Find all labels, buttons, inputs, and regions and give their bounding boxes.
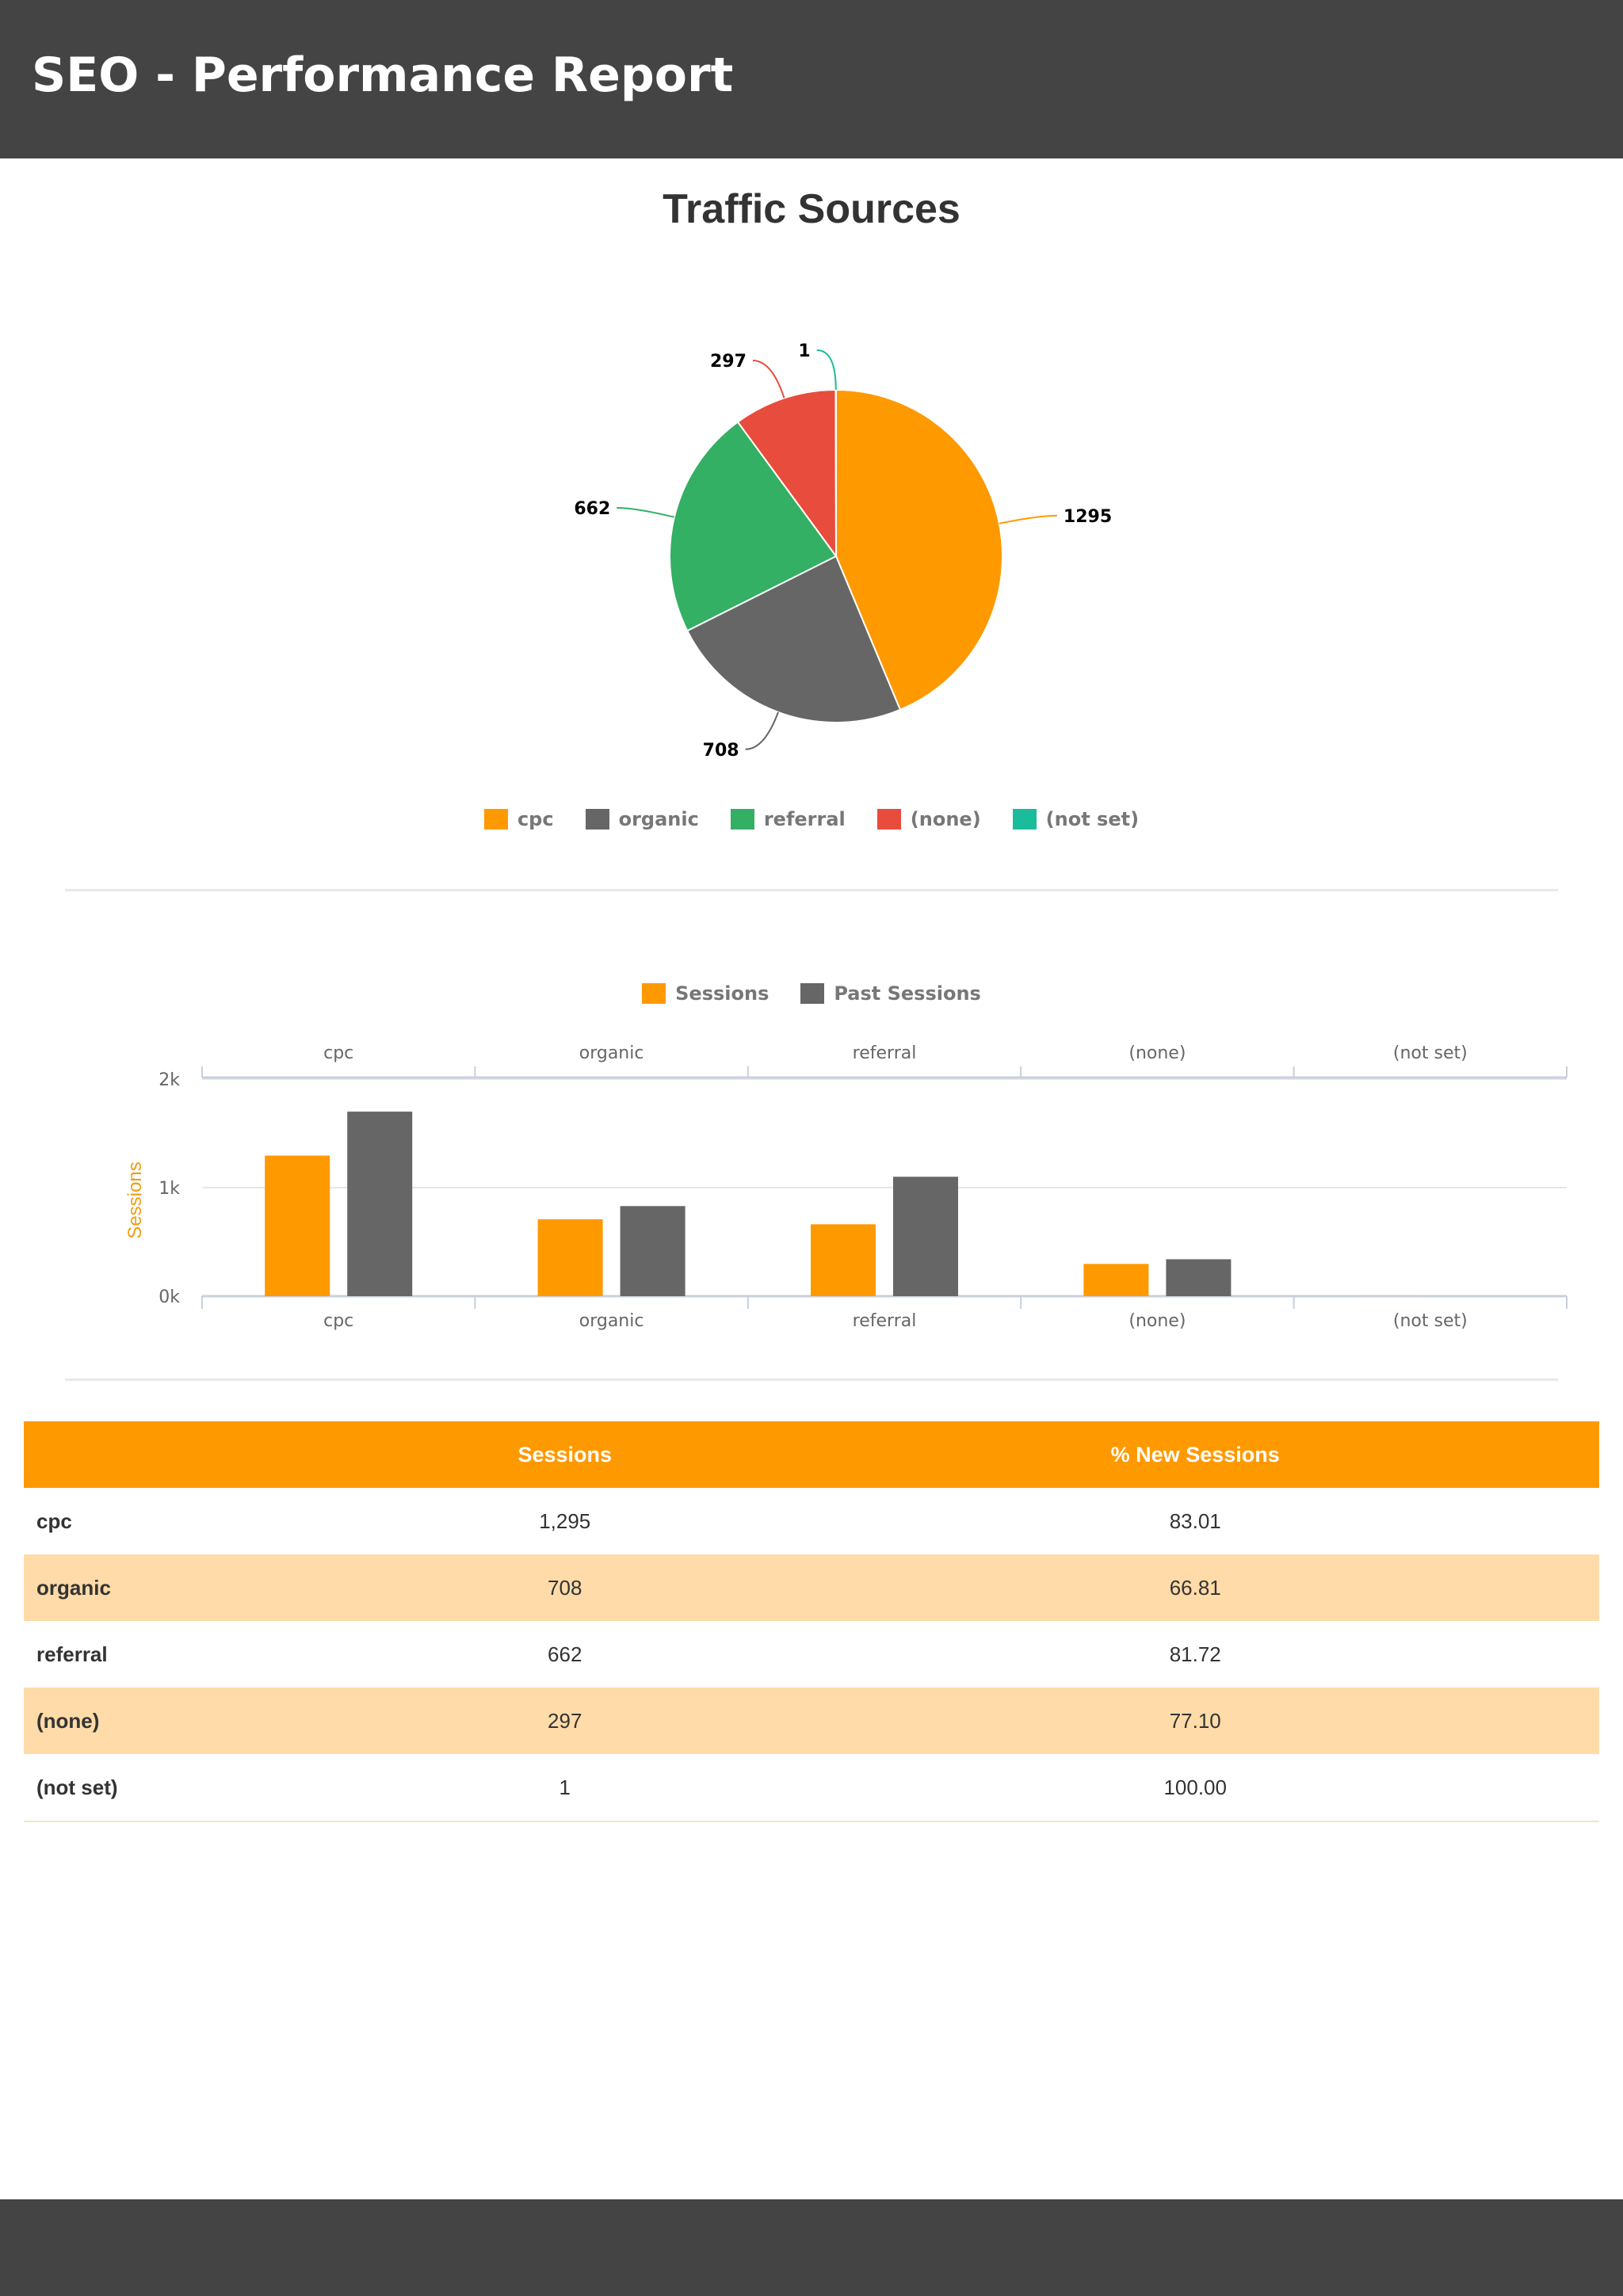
row-sessions: 1,295 [539,1508,591,1533]
pie-data-label-none: 297 [710,352,747,372]
x-tick-label-bottom: (not set) [1393,1311,1468,1331]
legend-swatch [642,983,666,1004]
table-row: cpc 1,295 83.01 [24,1488,1599,1554]
legend-swatch [585,809,609,830]
legend-item-past-sessions[interactable]: Past Sessions [800,982,981,1005]
pie-slice-cpc [835,388,1003,711]
bar-sessions-referral [811,1224,876,1296]
legend-label: referral [763,808,846,830]
row-sessions: 1 [338,1754,792,1822]
legend-item-sessions[interactable]: Sessions [642,982,769,1005]
bar-sessions-organic [537,1219,603,1296]
table-header-blank [24,1421,338,1488]
row-label: referral [36,1642,108,1666]
x-tick-label-bottom: (none) [1128,1311,1186,1331]
legend-item-not-set[interactable]: (not set) [1012,808,1140,830]
y-axis-title: Sessions [124,1161,146,1238]
pie-slice-none [736,388,838,559]
report-footer [0,2199,1623,2296]
table-row: organic 708 66.81 [24,1554,1599,1621]
pie-connector-organic [745,711,779,750]
table-row: (not set) 1 100.00 [24,1754,1599,1822]
table-header-sessions: Sessions [338,1421,792,1488]
x-tick-label-top: referral [853,1043,917,1063]
bar-past-sessions-organic [620,1206,685,1296]
x-tick-label-bottom: referral [853,1311,917,1331]
pie-connector-cpc [999,514,1057,524]
pie-legend: cpc organic referral (none) (not set) [0,808,1623,830]
report-header: SEO - Performance Report [0,0,1623,158]
row-new-sessions: 83.01 [1169,1508,1221,1533]
legend-swatch [800,983,825,1004]
traffic-sources-pie-chart: 1295 708 662 297 1 [574,341,1112,761]
bar-past-sessions-cpc [347,1112,413,1296]
x-tick-label-bottom: organic [579,1311,644,1331]
bar-sessions-cpc [265,1155,330,1296]
row-new-sessions: 77.10 [791,1688,1599,1754]
sessions-bar-chart: 0k 1k 2k cpc cpc organic organic referral referr… [124,1043,1568,1331]
legend-swatch [1012,809,1037,830]
bar-legend: Sessions Past Sessions [0,982,1623,1005]
bar-sessions-none [1083,1264,1149,1296]
legend-label: (not set) [1045,808,1140,830]
x-tick-label-top: cpc [323,1043,353,1063]
page-title: SEO - Performance Report [32,48,734,103]
table-row: referral 662 81.72 [24,1621,1599,1688]
x-tick-label-top: (not set) [1393,1043,1468,1063]
legend-label: (none) [910,808,981,830]
row-label: (not set) [24,1754,338,1822]
row-new-sessions: 100.00 [791,1754,1599,1822]
row-label: organic [24,1554,338,1621]
bar-past-sessions-none [1166,1259,1232,1296]
y-tick-label: 1k [158,1179,180,1199]
legend-item-referral[interactable]: referral [730,808,846,830]
pie-data-label-organic: 708 [703,741,739,761]
legend-label: cpc [517,808,554,830]
x-tick-label-top: (none) [1128,1043,1186,1063]
row-new-sessions: 66.81 [791,1554,1599,1621]
legend-label: organic [618,808,699,830]
table-header-new-sessions: % New Sessions [791,1421,1599,1488]
legend-swatch [730,809,754,830]
pie-chart-title: Traffic Sources [663,186,960,232]
divider-bottom [65,1379,1558,1381]
divider-top [65,889,1558,891]
sessions-table: Sessions % New Sessions cpc 1,295 83.01 … [24,1421,1599,1822]
pie-connector-referral [617,506,675,518]
row-new-sessions: 81.72 [1169,1642,1221,1666]
legend-label: Sessions [675,982,769,1005]
row-sessions: 708 [338,1554,792,1621]
row-sessions: 297 [338,1688,792,1754]
row-label: (none) [24,1688,338,1754]
pie-connector-none [752,359,785,399]
row-label: cpc [36,1508,72,1533]
x-tick-label-bottom: cpc [323,1311,353,1331]
legend-item-cpc[interactable]: cpc [483,808,554,830]
pie-data-label-not-set: 1 [798,341,810,361]
table-header-row: Sessions % New Sessions [24,1421,1599,1488]
pie-data-label-cpc: 1295 [1064,507,1112,527]
pie-slice-organic [685,555,902,723]
legend-swatch [876,809,901,830]
legend-label: Past Sessions [834,982,981,1005]
x-tick-label-top: organic [579,1043,644,1063]
y-tick-label: 2k [158,1070,180,1090]
row-sessions: 662 [548,1642,582,1666]
pie-slice-referral [669,421,838,632]
table-row: (none) 297 77.10 [24,1688,1599,1754]
pie-connector-not-set [816,349,837,391]
y-tick-label: 0k [158,1287,180,1307]
legend-item-none[interactable]: (none) [876,808,981,830]
legend-swatch [483,809,508,830]
legend-item-organic[interactable]: organic [585,808,699,830]
pie-data-label-referral: 662 [574,499,610,519]
bar-past-sessions-referral [893,1177,958,1296]
